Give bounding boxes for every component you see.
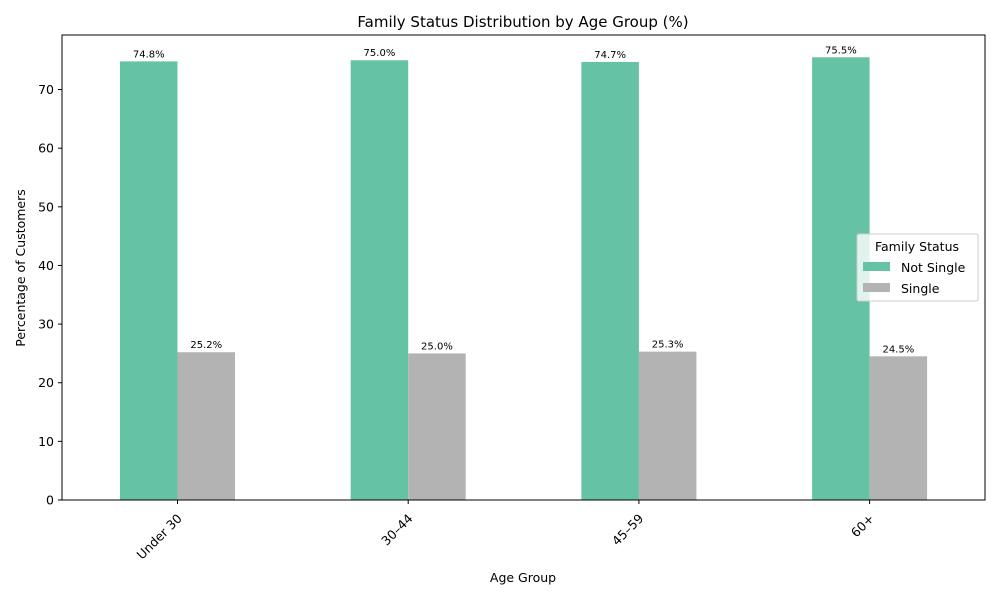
bar-single-45-59	[638, 351, 697, 500]
y-tick-label: 50	[38, 199, 54, 214]
bars-group: 74.8% 25.2% 75.0% 25.0% 74.7% 25.3% 75.5% 24.5%	[120, 45, 928, 501]
chart-title: Family Status Distribution by Age Group …	[357, 13, 688, 31]
bar-not-single-45-59	[581, 61, 639, 501]
y-tick-label: 30	[38, 317, 54, 332]
data-label-not-single-60: 75.5%	[825, 45, 857, 56]
y-tick-label: 10	[38, 434, 54, 449]
x-tick-label: 30–44	[378, 511, 416, 549]
y-tick-label: 0	[46, 493, 54, 508]
x-tick-label: 45–59	[609, 511, 647, 549]
y-axis-label: Percentage of Customers	[13, 189, 28, 347]
x-axis-ticks: Under 30 30–44 45–59 60+	[134, 500, 877, 562]
data-label-not-single-45-59: 74.7%	[594, 50, 626, 61]
y-tick-label: 70	[38, 82, 54, 97]
y-tick-label: 20	[38, 375, 54, 390]
data-label-single-45-59: 25.3%	[652, 340, 684, 351]
y-tick-label: 60	[38, 141, 54, 156]
data-label-single-60: 24.5%	[882, 344, 914, 355]
bar-single-under-30	[177, 352, 235, 500]
y-tick-label: 40	[38, 258, 54, 273]
x-axis-label: Age Group	[490, 570, 556, 585]
data-label-single-under-30: 25.2%	[190, 340, 222, 351]
legend-swatch-not-single	[863, 262, 890, 271]
bar-single-60	[869, 356, 928, 500]
legend-label-single: Single	[901, 281, 940, 296]
bar-not-single-under-30	[120, 61, 178, 500]
legend: Family Status Not Single Single	[856, 233, 979, 302]
bar-not-single-30-44	[350, 60, 409, 500]
legend-swatch-single	[863, 283, 890, 292]
plot-frame	[61, 34, 986, 501]
data-label-single-30-44: 25.0%	[421, 341, 453, 352]
legend-title: Family Status	[875, 239, 959, 254]
data-label-not-single-under-30: 74.8%	[133, 49, 165, 60]
x-tick-label: 60+	[848, 511, 877, 540]
data-label-not-single-30-44: 75.0%	[364, 48, 396, 59]
bar-single-30-44	[408, 353, 466, 500]
x-tick-label: Under 30	[134, 511, 185, 562]
legend-label-not-single: Not Single	[901, 260, 966, 275]
y-axis-ticks: 0 10 20 30 40 50 60 70	[38, 82, 62, 508]
